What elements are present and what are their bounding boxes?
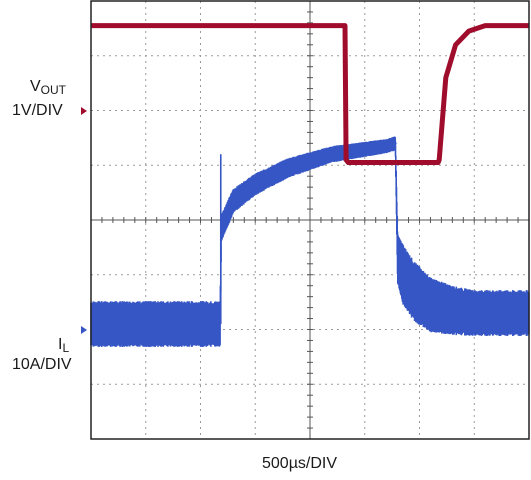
il-label: IL xyxy=(58,336,69,357)
plot-frame xyxy=(90,0,530,440)
vout-label-sub: OUT xyxy=(40,83,67,97)
il-channel-marker xyxy=(81,326,87,334)
vout-channel-marker xyxy=(81,107,87,115)
grid xyxy=(90,0,530,440)
vout-trace xyxy=(91,23,529,165)
il-label-sub: L xyxy=(62,341,70,355)
time-scale-label: 500µs/DIV xyxy=(262,455,338,472)
vout-trace-group xyxy=(91,23,529,165)
il-scale-label: 10A/DIV xyxy=(12,356,72,373)
vout-scale-label: 1V/DIV xyxy=(12,102,63,119)
vout-label-main: V xyxy=(30,78,41,95)
vout-label: VOUT xyxy=(30,78,66,99)
il-label-main: I xyxy=(58,336,63,353)
